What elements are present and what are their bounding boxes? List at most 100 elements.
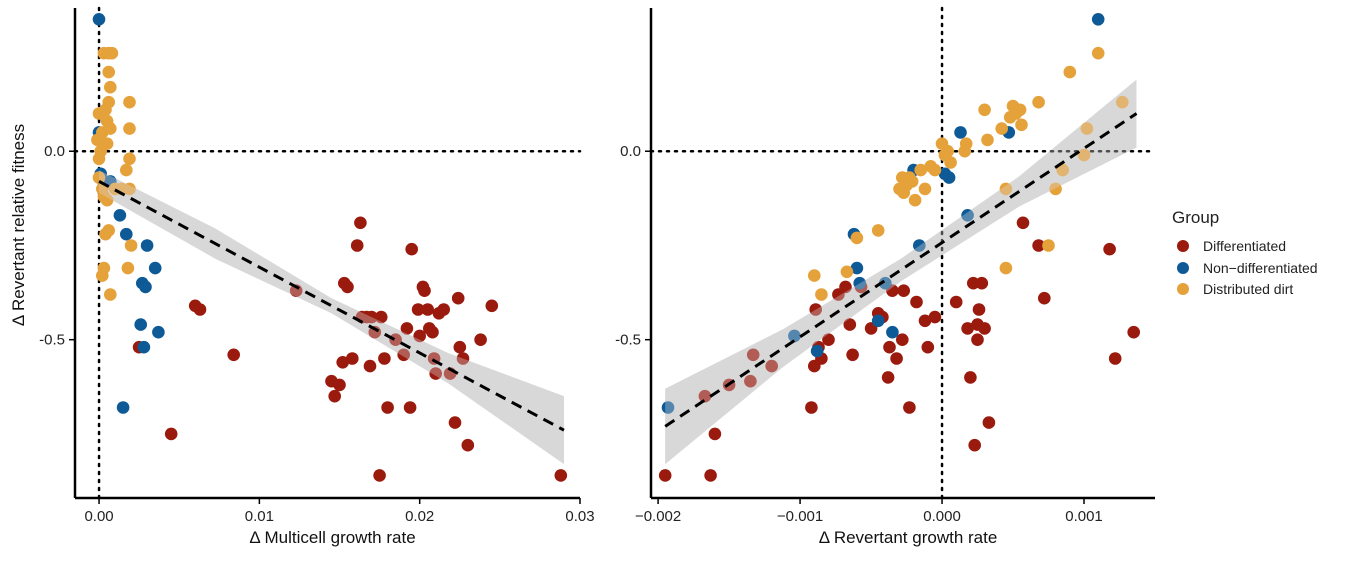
data-point (1091, 12, 1105, 26)
data-point (883, 340, 896, 354)
data-point (1116, 95, 1129, 109)
data-point (328, 389, 342, 403)
legend-label-non-differentiated: Non−differentiated (1203, 260, 1318, 276)
data-point (810, 344, 824, 358)
x-tick-label: 0.000 (923, 508, 961, 525)
data-point (92, 12, 106, 26)
data-point (123, 122, 136, 135)
data-point (102, 95, 115, 109)
data-point (554, 469, 568, 482)
data-point (995, 122, 1008, 135)
data-point (104, 288, 117, 301)
series-differentiated (132, 216, 568, 482)
data-point (914, 163, 927, 177)
data-point (227, 348, 240, 362)
data-point (97, 261, 111, 275)
data-point (871, 314, 885, 328)
data-point (1108, 352, 1122, 365)
data-point (897, 284, 910, 298)
data-point (959, 137, 973, 150)
data-point (1063, 65, 1077, 79)
data-point (890, 352, 903, 365)
data-point (1015, 118, 1028, 132)
y-tick-label: 0.0 (620, 143, 641, 160)
data-point (704, 469, 717, 482)
data-point (941, 144, 954, 158)
data-point (350, 239, 364, 252)
data-point (363, 359, 377, 373)
panel-multicell-growth: 0.00 0.01 0.02 0.03 0.0 -0.5 Δ Multicell growt… (39, 6, 595, 547)
data-point (413, 329, 427, 343)
data-point (354, 216, 367, 230)
series-distributed-dirt (91, 46, 138, 301)
data-point (1032, 239, 1045, 252)
data-point (913, 239, 926, 252)
data-point (403, 401, 417, 414)
data-point (815, 288, 828, 301)
data-point (879, 276, 892, 290)
data-point (373, 469, 386, 482)
series-distributed-dirt (808, 46, 1129, 301)
data-point (104, 122, 117, 135)
data-point (397, 348, 411, 362)
data-point (124, 239, 138, 252)
legend-swatch-differentiated (1177, 240, 1189, 252)
data-point (928, 163, 942, 177)
data-point (140, 239, 154, 252)
data-point (378, 352, 391, 365)
data-point (744, 374, 757, 388)
data-point (903, 401, 916, 414)
data-point (981, 133, 994, 147)
data-point (121, 261, 135, 275)
data-point (123, 152, 136, 166)
data-point (429, 367, 443, 380)
data-point (746, 348, 760, 362)
data-point (978, 322, 991, 335)
data-point (1038, 291, 1051, 305)
legend-swatch-distributed-dirt (1177, 283, 1189, 295)
data-point (788, 329, 801, 343)
data-point (921, 340, 935, 354)
x-tick-label: 0.02 (405, 508, 434, 525)
panel-revertant-growth: −0.002 −0.001 0.000 0.001 0.0 -0.5 Δ Revertant… (615, 6, 1157, 547)
data-point (389, 333, 402, 347)
data-point (843, 318, 857, 331)
data-point (123, 95, 136, 109)
regression-line (98, 180, 565, 432)
data-point (1127, 325, 1140, 339)
data-point (765, 359, 778, 373)
data-point (999, 261, 1013, 275)
data-point (908, 193, 922, 207)
data-point (896, 333, 909, 347)
data-point (341, 280, 354, 294)
data-point (102, 224, 115, 237)
data-point (886, 325, 899, 339)
legend-swatch-non-differentiated (1177, 262, 1189, 274)
data-point (982, 416, 996, 429)
data-point (365, 310, 378, 324)
x-axis-label: Δ Revertant growth rate (819, 528, 998, 547)
data-point (374, 310, 388, 324)
data-point (1032, 95, 1045, 109)
data-point (972, 303, 986, 316)
x-tick-label: 0.00 (84, 508, 113, 525)
data-point (105, 46, 119, 60)
data-point (846, 348, 859, 362)
data-point (346, 352, 359, 365)
data-point (1042, 239, 1055, 252)
data-point (809, 303, 822, 316)
y-tick-label: -0.5 (39, 332, 65, 349)
data-point (120, 163, 133, 177)
data-point (850, 261, 864, 275)
data-point (411, 303, 425, 316)
data-point (92, 171, 106, 184)
x-axis-label: Δ Multicell growth rate (249, 528, 415, 547)
data-point (333, 378, 346, 392)
x-tick-label: 0.03 (565, 508, 594, 525)
data-point (698, 389, 712, 403)
data-point (451, 291, 465, 305)
data-point (148, 261, 162, 275)
series-non-differentiated (661, 12, 1105, 414)
data-point (661, 401, 675, 414)
